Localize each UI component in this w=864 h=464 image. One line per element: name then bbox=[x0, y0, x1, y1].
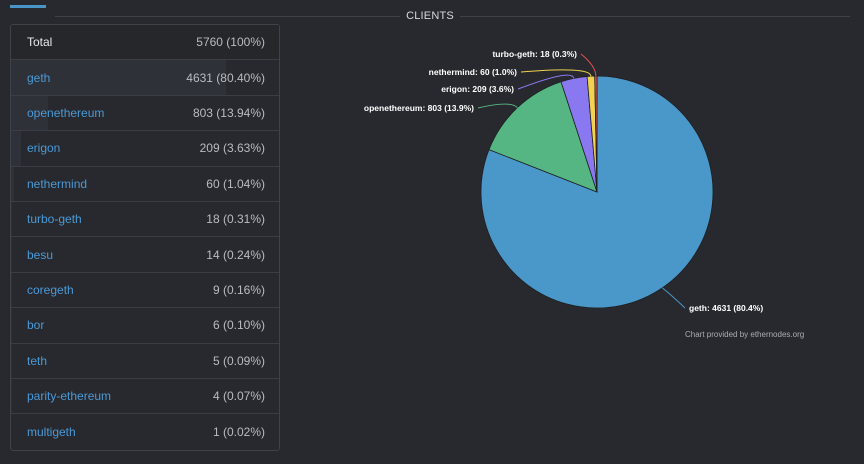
client-name-link[interactable]: erigon bbox=[27, 141, 61, 156]
section-divider-right bbox=[460, 16, 850, 17]
share-bar bbox=[11, 60, 227, 95]
top-accent-bar bbox=[10, 5, 46, 8]
section-title: CLIENTS bbox=[406, 10, 454, 22]
pie-label-turbo-geth: turbo-geth: 18 (0.3%) bbox=[492, 49, 577, 59]
client-count: 209 (3.63%) bbox=[199, 141, 265, 156]
client-count: 803 (13.94%) bbox=[192, 105, 265, 120]
pie-connector-erigon bbox=[517, 74, 575, 90]
table-row[interactable]: parity-ethereum 4 (0.07%) bbox=[11, 378, 279, 415]
share-bar bbox=[11, 95, 49, 131]
pie-label-openethereum: openethereum: 803 (13.9%) bbox=[364, 103, 474, 113]
client-name-link[interactable]: bor bbox=[27, 318, 45, 333]
table-row[interactable]: openethereum 803 (13.94%) bbox=[11, 95, 279, 132]
client-name-link[interactable]: teth bbox=[27, 353, 48, 368]
client-name-link[interactable]: parity-ethereum bbox=[27, 389, 112, 404]
total-label: Total bbox=[27, 35, 53, 50]
pie-slices bbox=[480, 75, 714, 309]
table-row[interactable]: besu 14 (0.24%) bbox=[11, 237, 279, 273]
client-count: 9 (0.16%) bbox=[212, 282, 265, 297]
client-count: 4631 (80.40%) bbox=[186, 70, 265, 85]
table-row[interactable]: geth 4631 (80.40%) bbox=[11, 60, 279, 96]
chart-credit: Chart provided by ethernodes.org bbox=[685, 330, 804, 339]
table-row[interactable]: teth 5 (0.09%) bbox=[11, 343, 279, 379]
client-name-link[interactable]: openethereum bbox=[27, 105, 105, 120]
client-count: 4 (0.07%) bbox=[212, 389, 265, 404]
client-name-link[interactable]: multigeth bbox=[27, 424, 76, 439]
section-divider-left bbox=[55, 16, 400, 17]
pie-connector-nethermind bbox=[520, 69, 592, 77]
table-row[interactable]: erigon 209 (3.63%) bbox=[11, 131, 279, 167]
client-count: 60 (1.04%) bbox=[206, 176, 265, 191]
table-row[interactable]: bor 6 (0.10%) bbox=[11, 308, 279, 344]
pie-label-geth: geth: 4631 (80.4%) bbox=[689, 303, 763, 313]
client-count: 6 (0.10%) bbox=[212, 318, 265, 333]
pie-slice-turbo-geth[interactable] bbox=[594, 75, 598, 193]
share-bar bbox=[11, 201, 12, 237]
share-bar bbox=[11, 131, 21, 166]
pie-connector-geth bbox=[662, 287, 686, 309]
client-name-link[interactable]: geth bbox=[27, 70, 51, 85]
client-name-link[interactable]: turbo-geth bbox=[27, 212, 82, 227]
pie-label-erigon: erigon: 209 (3.6%) bbox=[441, 84, 514, 94]
pie-connector-openethereum bbox=[477, 103, 518, 109]
clients-pie-chart: geth: 4631 (80.4%) openethereum: 803 (13.… bbox=[364, 49, 804, 339]
client-count: 18 (0.31%) bbox=[206, 212, 265, 227]
client-name-link[interactable]: besu bbox=[27, 247, 54, 262]
pie-label-nethermind: nethermind: 60 (1.0%) bbox=[429, 67, 517, 77]
client-count: 14 (0.24%) bbox=[206, 247, 265, 262]
table-row[interactable]: nethermind 60 (1.04%) bbox=[11, 166, 279, 202]
client-count: 1 (0.02%) bbox=[212, 424, 265, 439]
clients-table: Total 5760 (100%) geth 4631 (80.40%) openeth… bbox=[10, 24, 280, 451]
table-row[interactable]: coregeth 9 (0.16%) bbox=[11, 272, 279, 309]
share-bar bbox=[11, 237, 12, 272]
table-row[interactable]: turbo-geth 18 (0.31%) bbox=[11, 201, 279, 238]
pie-slice-geth[interactable] bbox=[480, 75, 714, 309]
client-count: 5760 (100%) bbox=[196, 35, 265, 50]
pie-connector-turbo-geth bbox=[580, 53, 597, 77]
share-bar bbox=[11, 166, 14, 201]
client-count: 5 (0.09%) bbox=[212, 353, 265, 368]
table-row-total: Total 5760 (100%) bbox=[11, 25, 279, 61]
client-name-link[interactable]: coregeth bbox=[27, 282, 74, 297]
table-row[interactable]: multigeth 1 (0.02%) bbox=[11, 414, 279, 450]
client-name-link[interactable]: nethermind bbox=[27, 176, 88, 191]
